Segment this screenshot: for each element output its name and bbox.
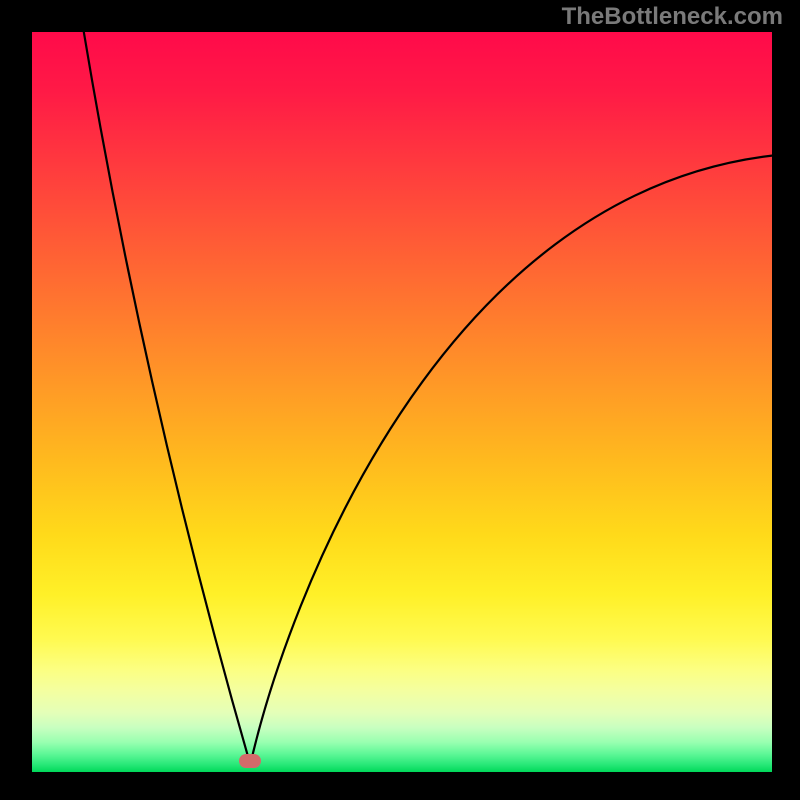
chart-container: TheBottleneck.com xyxy=(0,0,800,800)
watermark-text: TheBottleneck.com xyxy=(562,3,783,31)
plot-area xyxy=(32,32,772,772)
minimum-marker xyxy=(239,754,261,768)
gradient-background xyxy=(32,32,772,772)
